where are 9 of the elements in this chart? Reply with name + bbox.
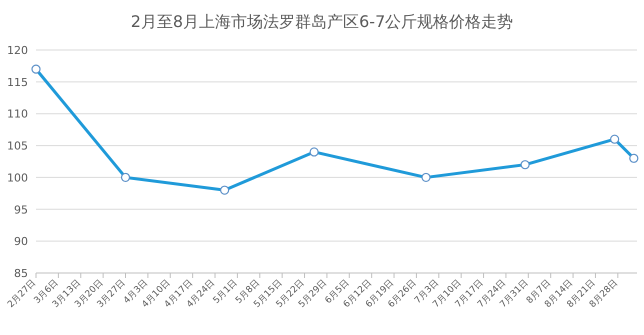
y-tick-label: 115 <box>7 76 28 89</box>
y-tick-label: 100 <box>7 171 28 184</box>
y-tick-label: 110 <box>7 108 28 121</box>
y-tick-label: 85 <box>14 267 28 280</box>
chart-title: 2月至8月上海市场法罗群岛产区6-7公斤规格价格走势 <box>130 12 514 31</box>
y-tick-label: 105 <box>7 140 28 153</box>
y-tick-label: 90 <box>14 235 28 248</box>
y-tick-label: 95 <box>14 203 28 216</box>
y-tick-label: 120 <box>7 44 28 57</box>
